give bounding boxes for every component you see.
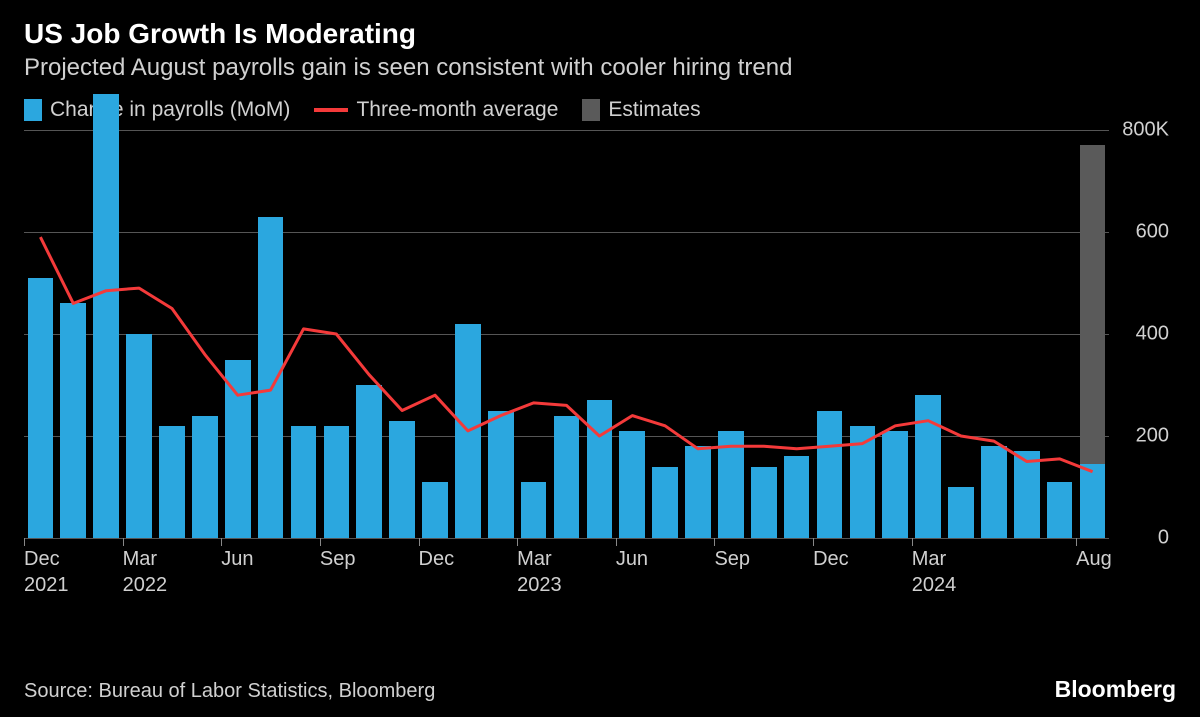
data-bar <box>817 411 843 539</box>
data-bar <box>93 94 119 538</box>
y-tick-label: 400 <box>1136 323 1169 346</box>
data-bar <box>685 446 711 538</box>
y-tick-label: 800K <box>1122 119 1169 142</box>
x-tick <box>221 538 222 546</box>
x-tick <box>419 538 420 546</box>
x-tick-label: Dec <box>419 546 455 572</box>
legend-item: Estimates <box>582 98 700 122</box>
x-tick-label: Jun <box>616 546 648 572</box>
data-bar <box>1014 451 1040 538</box>
x-tick <box>24 538 25 546</box>
source-text: Source: Bureau of Labor Statistics, Bloo… <box>24 680 435 703</box>
data-bar <box>258 217 284 538</box>
data-bar <box>192 416 218 538</box>
legend-swatch-icon <box>24 99 42 121</box>
gridline <box>24 130 1109 131</box>
x-tick <box>1076 538 1077 546</box>
gridline <box>24 232 1109 233</box>
y-tick-label: 600 <box>1136 221 1169 244</box>
x-tick <box>714 538 715 546</box>
data-bar <box>751 467 777 538</box>
gridline <box>24 334 1109 335</box>
data-bar <box>850 426 876 538</box>
data-bar <box>60 303 86 538</box>
brand-logo: Bloomberg <box>1055 676 1176 703</box>
chart-subtitle: Projected August payrolls gain is seen c… <box>24 54 1176 82</box>
chart-title: US Job Growth Is Moderating <box>24 18 1176 50</box>
data-bar <box>652 467 678 538</box>
data-bar <box>915 395 941 538</box>
data-bar <box>784 456 810 538</box>
data-bar <box>291 426 317 538</box>
gridline <box>24 538 1109 539</box>
y-tick-label: 0 <box>1158 527 1169 550</box>
legend-item: Three-month average <box>314 98 558 122</box>
x-tick-label: Sep <box>714 546 750 572</box>
data-bar <box>28 278 54 538</box>
legend-label: Estimates <box>608 98 700 122</box>
data-bar <box>488 411 514 539</box>
x-tick-label: Mar 2024 <box>912 546 957 598</box>
data-bar <box>159 426 185 538</box>
data-bar <box>882 431 908 538</box>
x-tick <box>123 538 124 546</box>
legend-label: Three-month average <box>356 98 558 122</box>
x-tick <box>320 538 321 546</box>
y-tick-label: 200 <box>1136 425 1169 448</box>
x-tick-label: Jun <box>221 546 253 572</box>
data-bar <box>356 385 382 538</box>
legend-label: Change in payrolls (MoM) <box>50 98 290 122</box>
x-tick-label: Dec 2021 <box>24 546 69 598</box>
x-tick-label: Aug <box>1076 546 1112 572</box>
legend-swatch-icon <box>582 99 600 121</box>
x-tick <box>517 538 518 546</box>
data-bar <box>422 482 448 538</box>
plot <box>24 130 1109 538</box>
data-bar <box>619 431 645 538</box>
x-tick <box>813 538 814 546</box>
data-bar <box>225 360 251 539</box>
data-bar <box>554 416 580 538</box>
data-bar <box>1080 464 1106 538</box>
x-tick <box>912 538 913 546</box>
data-bar <box>587 400 613 538</box>
x-tick-label: Dec <box>813 546 849 572</box>
data-bar <box>981 446 1007 538</box>
chart-container: US Job Growth Is Moderating Projected Au… <box>0 0 1200 717</box>
legend-item: Change in payrolls (MoM) <box>24 98 290 122</box>
data-bar <box>324 426 350 538</box>
chart-plot-area: 0200400600800K Dec 2021Mar 2022JunSepDec… <box>24 130 1169 608</box>
data-bar <box>389 421 415 538</box>
data-bar <box>455 324 481 538</box>
data-bar <box>1047 482 1073 538</box>
legend: Change in payrolls (MoM) Three-month aver… <box>24 98 1176 122</box>
data-bar <box>718 431 744 538</box>
x-tick-label: Mar 2023 <box>517 546 562 598</box>
data-bar <box>126 334 152 538</box>
x-tick-label: Sep <box>320 546 356 572</box>
data-bar <box>521 482 547 538</box>
x-tick <box>616 538 617 546</box>
x-tick-label: Mar 2022 <box>123 546 168 598</box>
data-bar <box>948 487 974 538</box>
legend-line-icon <box>314 108 348 112</box>
y-axis-labels: 0200400600800K <box>1109 130 1169 538</box>
